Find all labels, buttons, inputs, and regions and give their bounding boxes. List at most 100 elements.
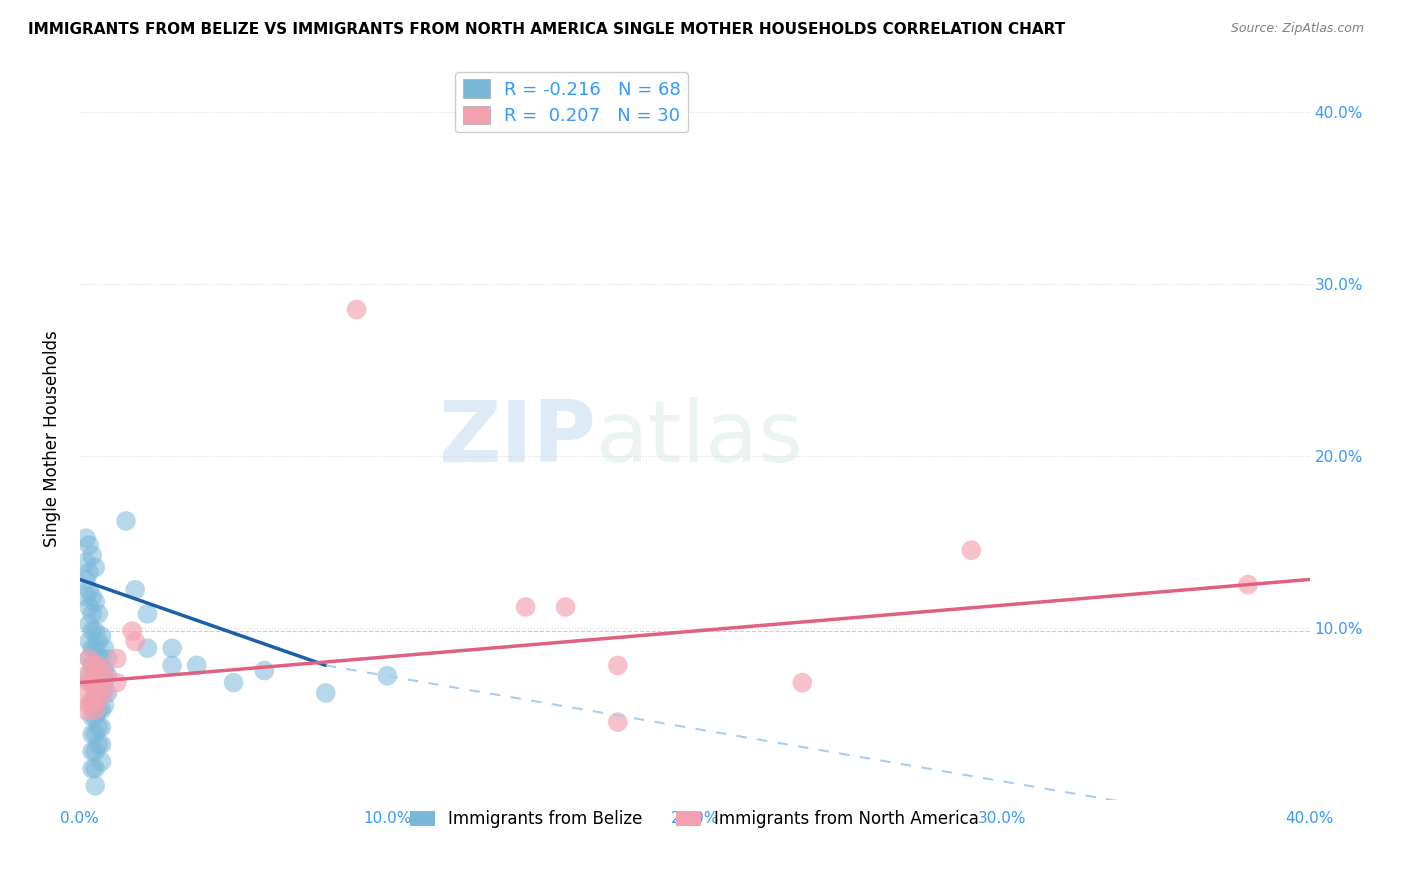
Point — [77, 566, 100, 580]
Point — [82, 658, 104, 673]
Point — [84, 686, 107, 700]
Point — [84, 675, 107, 690]
Point — [77, 675, 100, 690]
Point — [84, 703, 107, 717]
Point — [90, 669, 112, 683]
Point — [84, 641, 107, 656]
Point — [253, 664, 276, 678]
Point — [90, 720, 112, 734]
Text: ZIP: ZIP — [439, 397, 596, 480]
Point — [87, 693, 110, 707]
Point — [84, 658, 107, 673]
Point — [87, 634, 110, 648]
Point — [84, 727, 107, 741]
Point — [87, 686, 110, 700]
Point — [115, 514, 138, 528]
Point — [77, 634, 100, 648]
Point — [75, 555, 97, 569]
Point — [606, 658, 628, 673]
Point — [124, 582, 146, 597]
Point — [77, 669, 100, 683]
Point — [87, 651, 110, 665]
Point — [160, 641, 183, 656]
Point — [792, 675, 814, 690]
Point — [93, 641, 115, 656]
Point — [77, 651, 100, 665]
Text: IMMIGRANTS FROM BELIZE VS IMMIGRANTS FROM NORTH AMERICA SINGLE MOTHER HOUSEHOLDS: IMMIGRANTS FROM BELIZE VS IMMIGRANTS FRO… — [28, 22, 1066, 37]
Point — [136, 607, 159, 621]
Point — [82, 624, 104, 638]
Point — [75, 669, 97, 683]
Point — [136, 641, 159, 656]
Point — [75, 590, 97, 604]
Point — [87, 658, 110, 673]
Point — [82, 641, 104, 656]
Point — [93, 681, 115, 695]
Point — [82, 675, 104, 690]
Point — [375, 669, 398, 683]
Point — [121, 624, 143, 638]
Point — [82, 658, 104, 673]
Point — [105, 675, 128, 690]
Legend: Immigrants from Belize, Immigrants from North America: Immigrants from Belize, Immigrants from … — [404, 803, 986, 835]
Point — [96, 669, 118, 683]
Point — [960, 543, 983, 558]
Point — [75, 573, 97, 587]
Point — [606, 715, 628, 730]
Point — [75, 686, 97, 700]
Point — [82, 698, 104, 712]
Point — [82, 549, 104, 563]
Point — [82, 590, 104, 604]
Point — [554, 599, 576, 614]
Point — [87, 669, 110, 683]
Point — [77, 582, 100, 597]
Point — [87, 720, 110, 734]
Point — [90, 664, 112, 678]
Point — [93, 664, 115, 678]
Point — [77, 599, 100, 614]
Point — [90, 703, 112, 717]
Point — [1237, 577, 1260, 591]
Point — [90, 629, 112, 643]
Point — [84, 693, 107, 707]
Point — [84, 762, 107, 776]
Point — [84, 744, 107, 758]
Point — [186, 658, 208, 673]
Point — [90, 755, 112, 769]
Point — [90, 681, 112, 695]
Point — [75, 531, 97, 545]
Point — [96, 686, 118, 700]
Point — [77, 698, 100, 712]
Point — [82, 744, 104, 758]
Point — [105, 651, 128, 665]
Point — [93, 669, 115, 683]
Point — [77, 651, 100, 665]
Point — [515, 599, 537, 614]
Point — [315, 686, 337, 700]
Point — [84, 710, 107, 724]
Point — [93, 686, 115, 700]
Point — [82, 607, 104, 621]
Point — [346, 302, 368, 317]
Text: Source: ZipAtlas.com: Source: ZipAtlas.com — [1230, 22, 1364, 36]
Point — [82, 675, 104, 690]
Point — [90, 686, 112, 700]
Point — [93, 698, 115, 712]
Point — [82, 693, 104, 707]
Point — [75, 703, 97, 717]
Point — [82, 762, 104, 776]
Point — [87, 607, 110, 621]
Point — [84, 560, 107, 574]
Y-axis label: Single Mother Households: Single Mother Households — [44, 330, 60, 547]
Point — [82, 710, 104, 724]
Point — [160, 658, 183, 673]
Point — [87, 703, 110, 717]
Point — [90, 651, 112, 665]
Point — [90, 738, 112, 752]
Point — [222, 675, 245, 690]
Point — [124, 634, 146, 648]
Text: atlas: atlas — [596, 397, 804, 480]
Point — [77, 617, 100, 632]
Point — [87, 738, 110, 752]
Point — [87, 675, 110, 690]
